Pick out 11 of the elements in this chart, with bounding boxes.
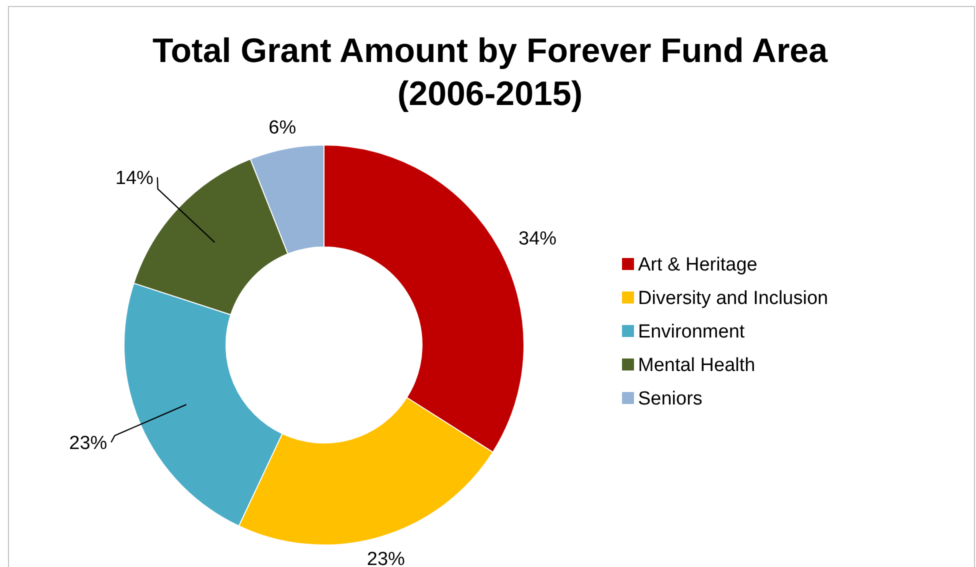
chart-title: Total Grant Amount by Forever Fund Area (2006-2015) <box>152 32 829 113</box>
legend-label: Seniors <box>638 388 702 410</box>
legend-label: Art & Heritage <box>638 254 758 276</box>
legend-label: Mental Health <box>638 355 756 376</box>
data-label: 23% <box>69 432 108 454</box>
data-label: 6% <box>268 118 296 139</box>
legend-label: Diversity and Inclusion <box>638 288 828 310</box>
data-label: 34% <box>518 228 557 250</box>
data-label: 23% <box>366 548 406 567</box>
data-label: 14% <box>115 168 154 189</box>
legend-label: Environment <box>638 322 746 343</box>
